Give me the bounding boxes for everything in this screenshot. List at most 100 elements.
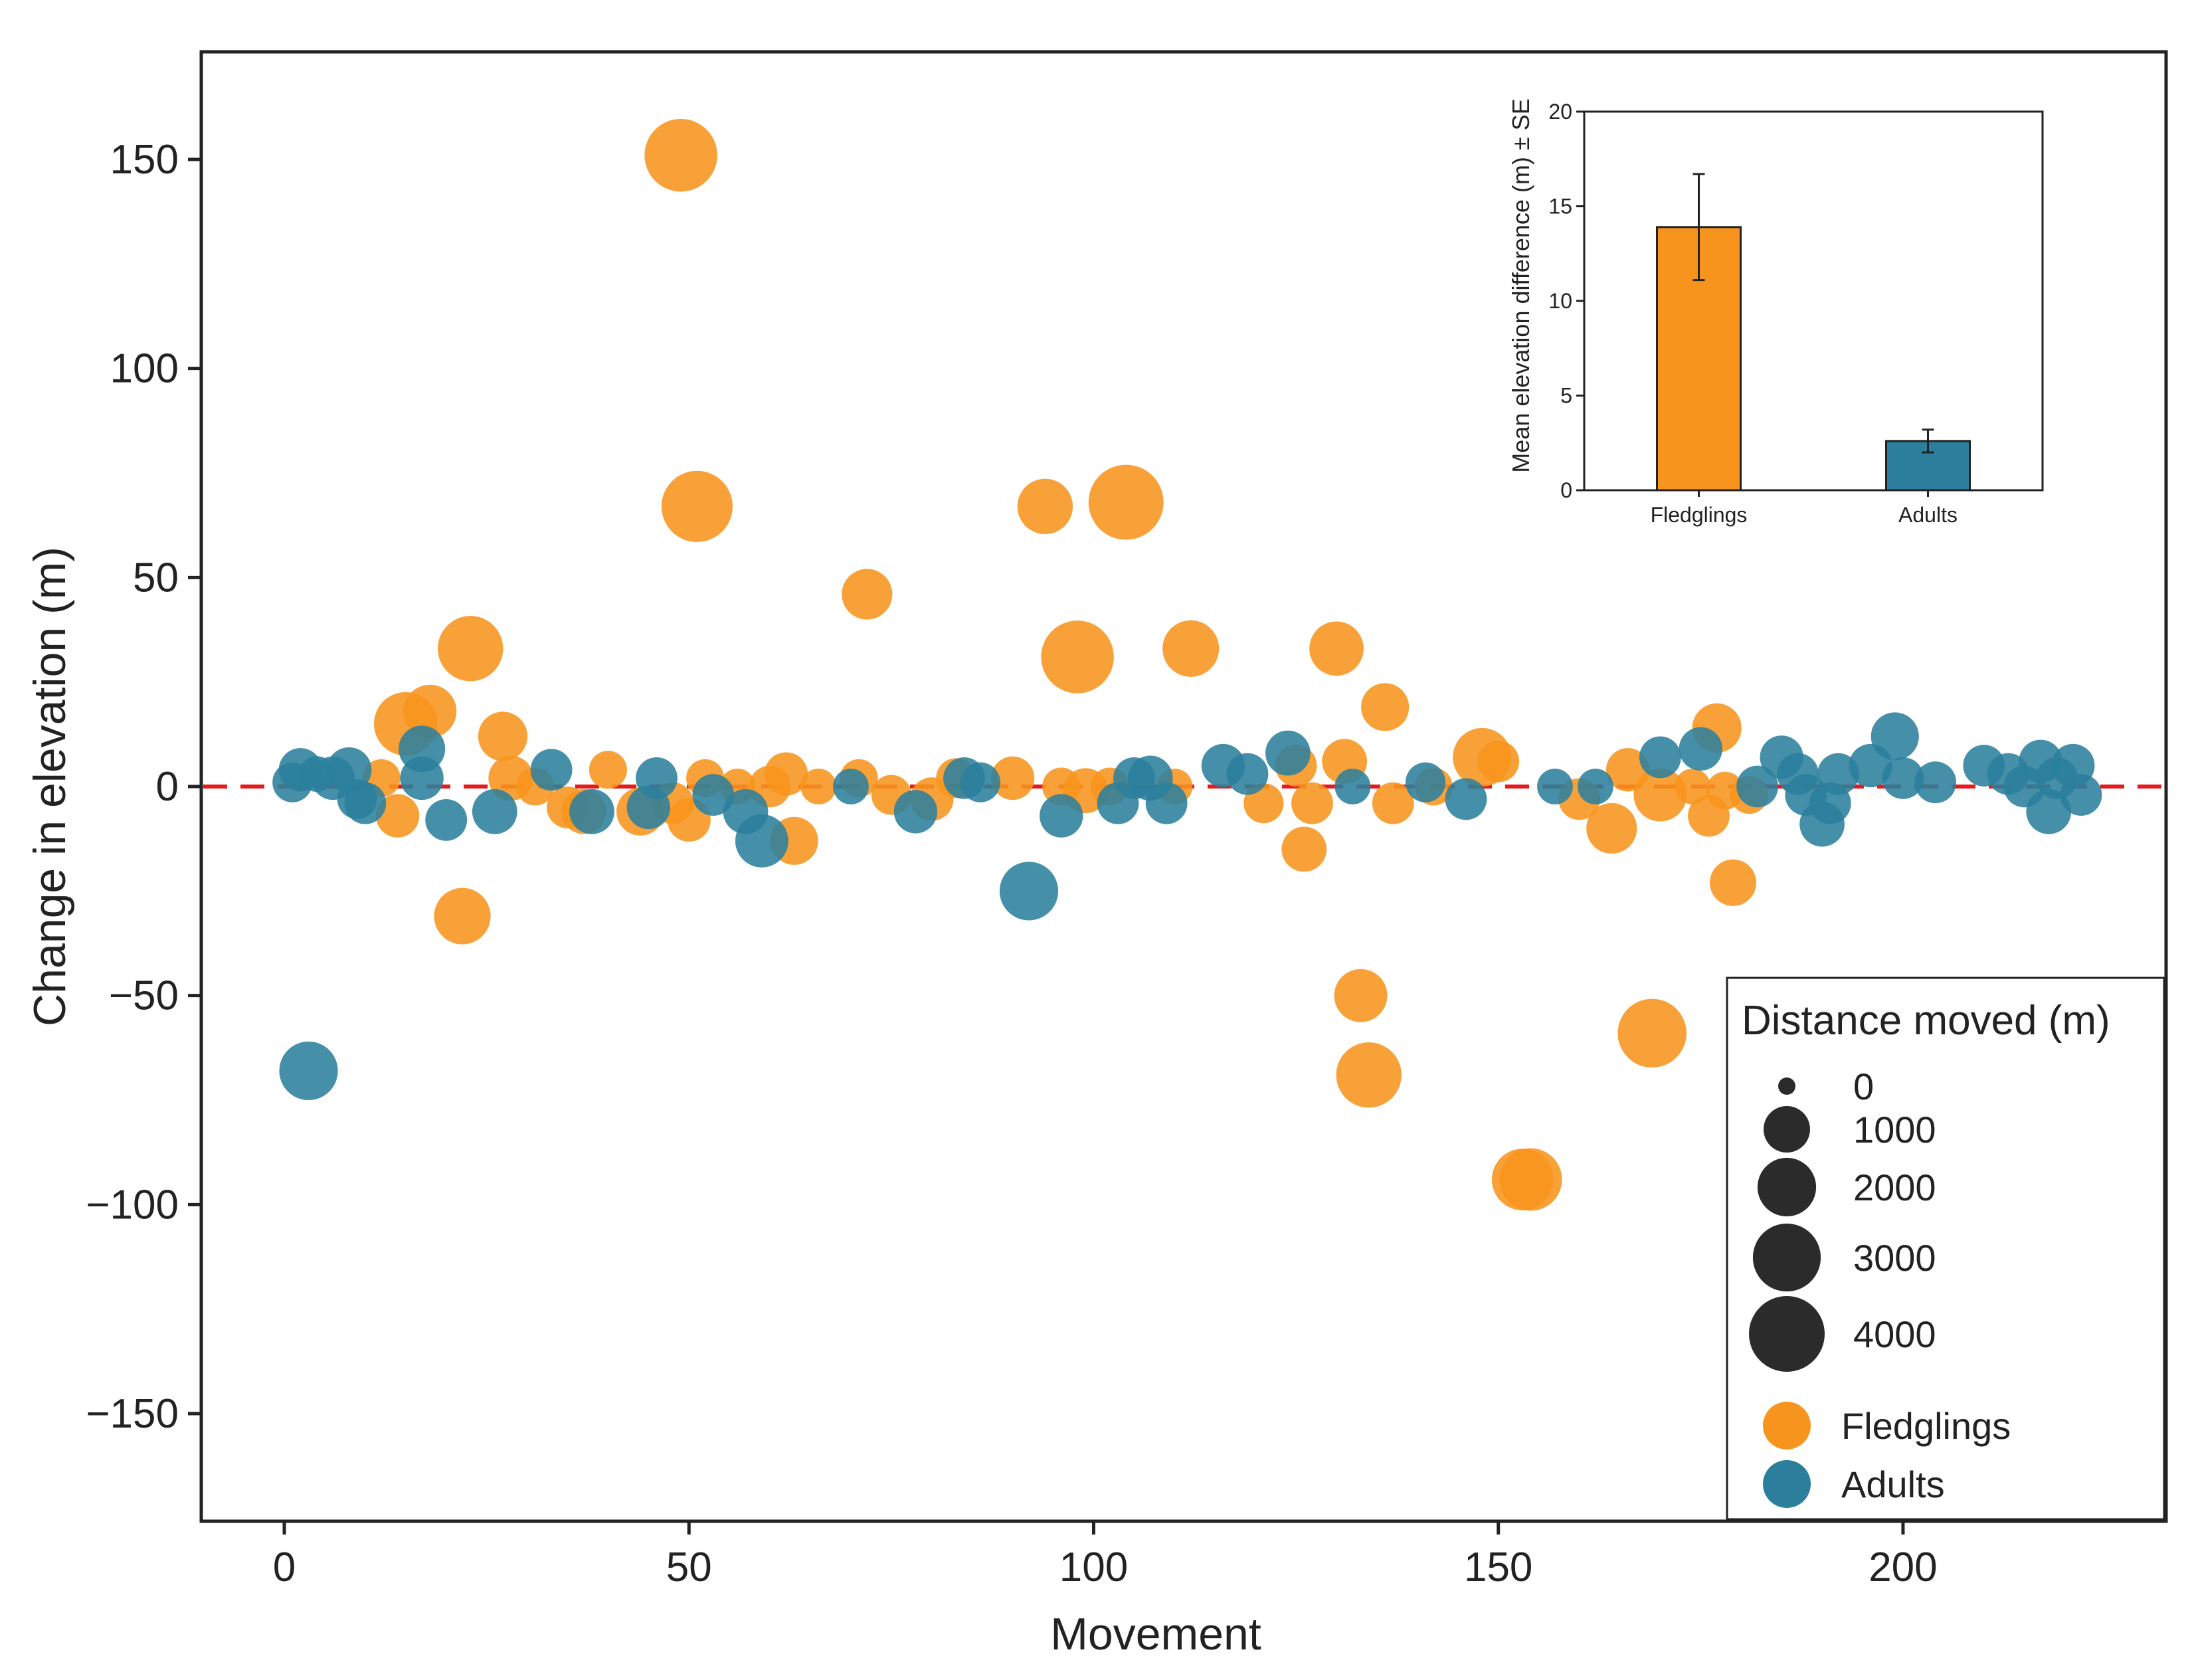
data-point-adults (1679, 727, 1722, 771)
size-legend-marker (1778, 1077, 1795, 1095)
data-point-fledglings (842, 569, 893, 620)
inset-y-axis-title: Mean elevation difference (m) ± SE (1507, 98, 1534, 472)
data-point-fledglings (1017, 478, 1073, 535)
data-point-adults (1639, 736, 1681, 779)
data-point-adults (999, 862, 1059, 921)
data-point-fledglings (1309, 621, 1364, 676)
group-legend: Fledglings Adults (1763, 1402, 2011, 1508)
data-point-adults (735, 814, 788, 868)
data-point-fledglings (1162, 620, 1220, 677)
data-point-adults (833, 769, 869, 804)
data-point-adults (1334, 769, 1371, 804)
data-point-fledglings (764, 752, 808, 796)
data-point-fledglings (1710, 859, 1757, 906)
data-point-fledglings (1617, 998, 1687, 1068)
data-points (272, 118, 2102, 1211)
group-legend-label-fledglings: Fledglings (1841, 1405, 2011, 1447)
size-legend-marker (1752, 1223, 1821, 1292)
y-tick-label: 150 (110, 137, 179, 183)
data-point-fledglings (478, 711, 528, 761)
y-tick-label: −100 (86, 1182, 179, 1228)
inset-axis-ticks: 0 5 10 15 20 Fledglings Adults (1548, 100, 1958, 527)
y-tick-label: −50 (109, 973, 179, 1019)
x-tick-label: 0 (273, 1544, 296, 1590)
data-point-adults (2060, 774, 2102, 816)
data-point-adults (1040, 794, 1083, 838)
inset-bar-chart: 0 5 10 15 20 Fledglings Adults Mean elevation … (1507, 98, 2044, 527)
data-point-fledglings (661, 470, 733, 542)
size-legend-label: 3000 (1853, 1237, 1936, 1279)
data-point-adults (530, 749, 573, 791)
data-point-adults (1445, 778, 1487, 820)
data-point-fledglings (1477, 740, 1520, 783)
data-point-adults (1578, 769, 1613, 804)
size-legend-marker (1757, 1157, 1817, 1217)
data-point-adults (692, 774, 735, 816)
data-point-fledglings (1291, 782, 1333, 824)
series-adults (272, 712, 2102, 1101)
inset-y-tick-label: 10 (1548, 289, 1572, 313)
error-bar-adults (1922, 428, 1934, 454)
data-point-adults (1882, 757, 1924, 799)
size-legend-label: 2000 (1853, 1167, 1936, 1208)
data-point-fledglings (800, 769, 837, 804)
data-point-adults (2026, 789, 2072, 834)
size-legend-label: 1000 (1853, 1109, 1936, 1151)
group-legend-label-adults: Adults (1841, 1463, 1945, 1505)
inset-x-tick-label: Adults (1898, 503, 1958, 527)
data-point-fledglings (1633, 768, 1687, 822)
data-point-fledglings (375, 794, 420, 838)
group-legend-marker-fledglings (1763, 1402, 1811, 1449)
data-point-fledglings (644, 118, 717, 192)
y-tick-label: 100 (110, 346, 179, 392)
y-tick-label: 0 (156, 764, 179, 810)
data-point-fledglings (1041, 620, 1114, 694)
data-point-fledglings (1088, 464, 1164, 540)
inset-bars (1656, 173, 1971, 492)
x-tick-label: 150 (1464, 1544, 1532, 1590)
data-point-fledglings (990, 756, 1035, 800)
data-point-adults (1145, 782, 1188, 824)
data-point-adults (400, 756, 444, 800)
data-point-adults (1871, 712, 1919, 761)
size-legend-marker (1764, 1106, 1810, 1153)
data-point-fledglings (1499, 1148, 1562, 1211)
x-tick-label: 50 (666, 1544, 712, 1590)
data-point-fledglings (438, 616, 503, 682)
inset-y-tick-label: 20 (1548, 100, 1572, 124)
data-point-adults (472, 789, 517, 834)
data-point-fledglings (1372, 782, 1414, 824)
error-bar-fledglings (1692, 173, 1705, 282)
data-point-fledglings (1281, 826, 1327, 872)
data-point-adults (425, 798, 468, 841)
data-point-adults (1537, 769, 1573, 804)
inset-bar-fledglings (1656, 226, 1742, 492)
data-point-fledglings (1361, 683, 1410, 731)
x-axis-title: Movement (1050, 1609, 1261, 1659)
data-point-adults (1265, 730, 1311, 776)
data-point-adults (1817, 753, 1859, 795)
data-point-fledglings (1336, 1042, 1402, 1108)
data-point-fledglings (434, 887, 491, 945)
size-legend-label: 0 (1853, 1066, 1874, 1107)
data-point-fledglings (589, 751, 627, 789)
x-tick-label: 100 (1059, 1544, 1128, 1590)
data-point-adults (1736, 765, 1779, 808)
inset-x-tick-label: Fledglings (1651, 503, 1748, 527)
y-tick-label: −150 (86, 1391, 179, 1437)
data-point-adults (1914, 761, 1957, 804)
inset-y-tick-label: 5 (1560, 384, 1572, 408)
inset-frame (1583, 110, 2044, 492)
x-tick-label: 200 (1869, 1544, 1937, 1590)
data-point-adults (344, 782, 387, 824)
data-point-fledglings (1586, 802, 1637, 854)
data-point-fledglings (1675, 769, 1711, 804)
data-point-adults (1226, 753, 1269, 795)
y-axis-title: Change in elevation (m) (25, 547, 75, 1026)
data-point-fledglings (403, 684, 457, 738)
data-point-adults (279, 1041, 338, 1101)
